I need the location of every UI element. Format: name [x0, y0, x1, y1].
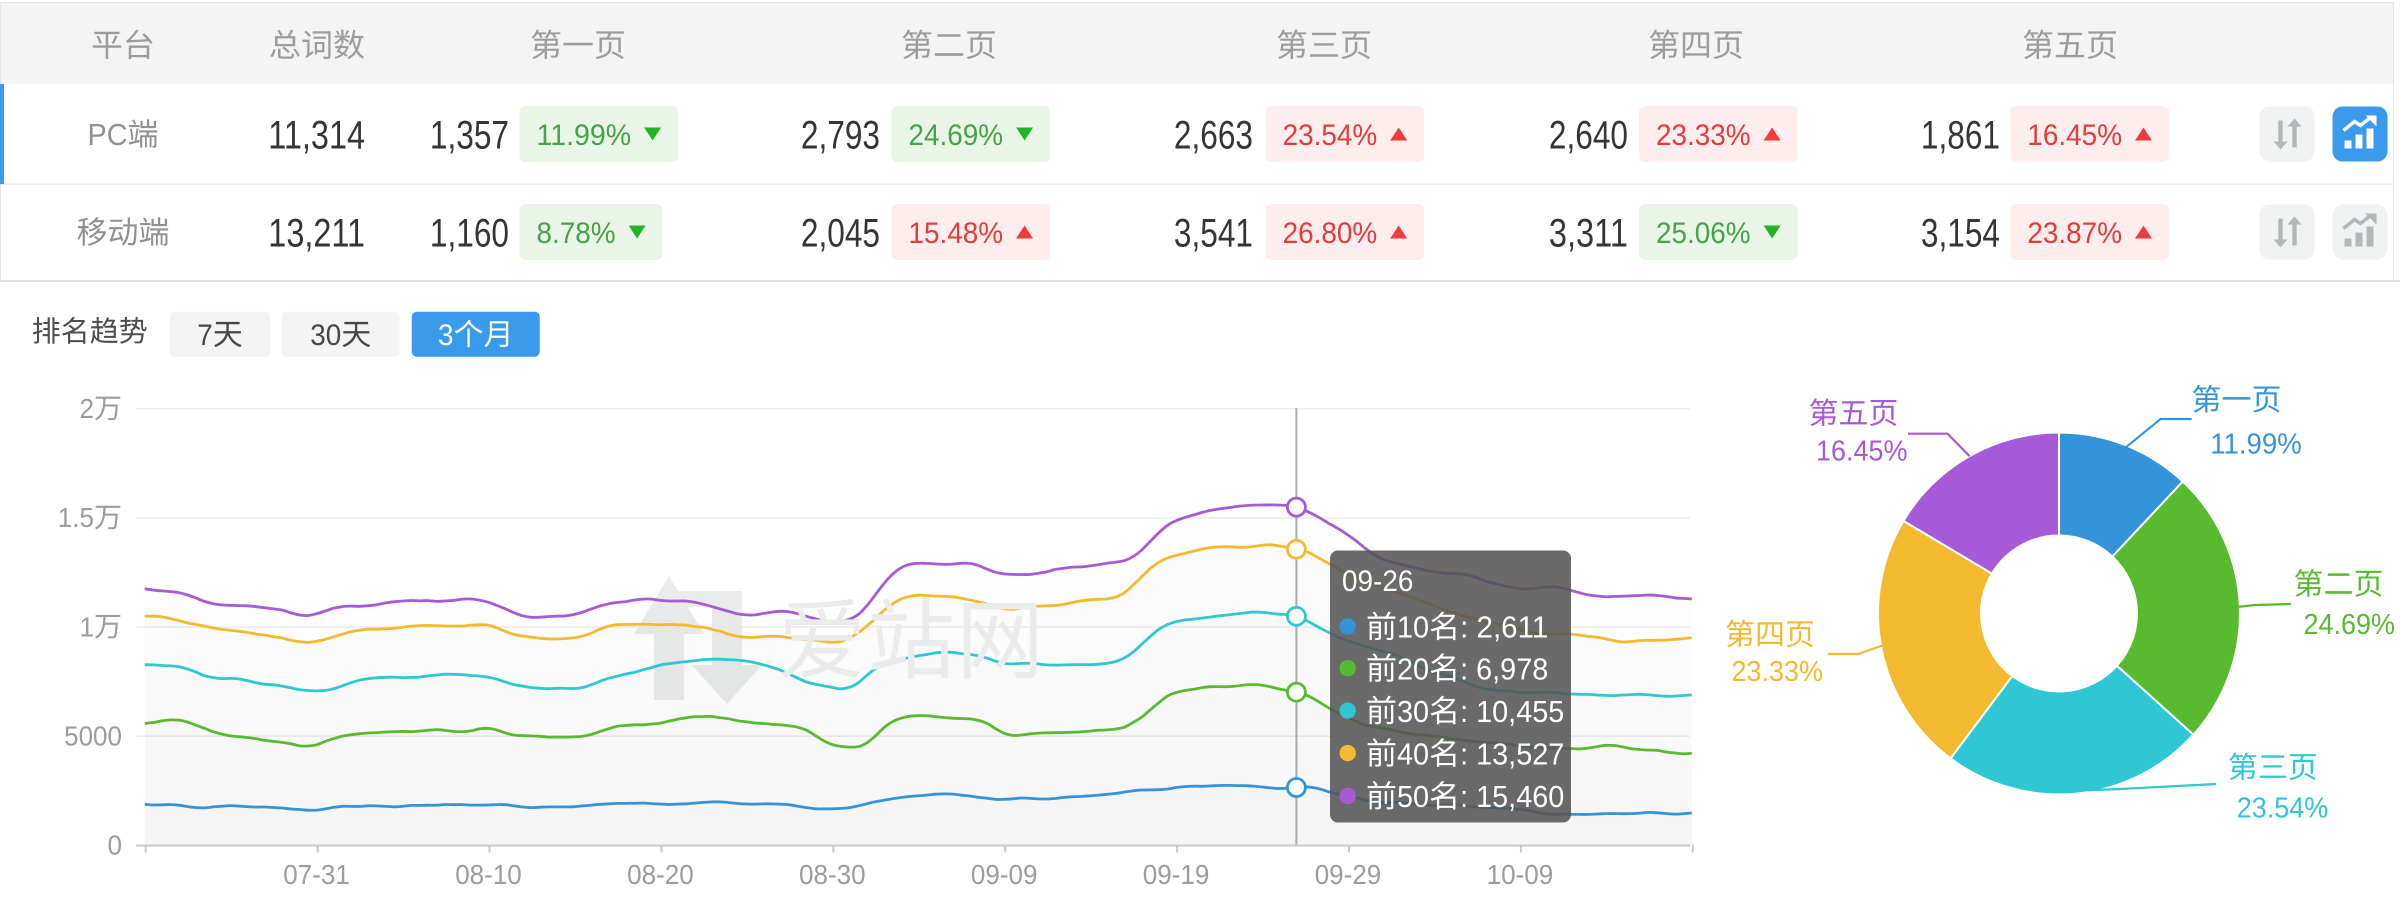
svg-text:1.5: 1.5 — [58, 502, 94, 533]
svg-text:: 2,611: : 2,611 — [1460, 610, 1548, 645]
svg-text:8.78%: 8.78% — [537, 217, 616, 250]
svg-text:2,640: 2,640 — [1549, 113, 1628, 157]
svg-text:23.54%: 23.54% — [2237, 792, 2329, 824]
svg-text:1,861: 1,861 — [1921, 113, 2000, 157]
svg-text:10-09: 10-09 — [1487, 859, 1554, 890]
svg-text:1,160: 1,160 — [430, 211, 509, 255]
svg-text:23.54%: 23.54% — [1283, 119, 1378, 152]
svg-text:3: 3 — [438, 319, 454, 352]
svg-text:23.87%: 23.87% — [2027, 217, 2122, 250]
svg-text:07-31: 07-31 — [283, 859, 350, 890]
svg-text:11,314: 11,314 — [268, 113, 365, 157]
svg-text:23.33%: 23.33% — [1656, 119, 1751, 152]
svg-text:5000: 5000 — [64, 721, 122, 752]
svg-text:16.45%: 16.45% — [2027, 119, 2122, 152]
svg-text:15.48%: 15.48% — [909, 217, 1004, 250]
svg-text:13,211: 13,211 — [268, 211, 365, 255]
svg-text:08-30: 08-30 — [799, 859, 866, 890]
svg-text:09-09: 09-09 — [971, 859, 1038, 890]
svg-text:25.06%: 25.06% — [1656, 217, 1751, 250]
svg-text:50: 50 — [1397, 779, 1429, 814]
svg-text:3,541: 3,541 — [1174, 211, 1253, 255]
svg-text:24.69%: 24.69% — [2304, 609, 2396, 641]
svg-text:08-20: 08-20 — [627, 859, 694, 890]
svg-text:2: 2 — [80, 393, 95, 424]
svg-text:11.99%: 11.99% — [2210, 428, 2302, 460]
svg-text:1: 1 — [80, 611, 95, 642]
svg-text:24.69%: 24.69% — [909, 119, 1004, 152]
svg-text:: 13,527: : 13,527 — [1460, 736, 1564, 771]
svg-text:26.80%: 26.80% — [1283, 217, 1378, 250]
svg-text:08-10: 08-10 — [455, 859, 522, 890]
svg-text:30: 30 — [310, 319, 341, 352]
svg-text:11.99%: 11.99% — [537, 119, 632, 152]
svg-text:: 10,455: : 10,455 — [1460, 694, 1564, 729]
svg-text:1,357: 1,357 — [430, 113, 509, 157]
svg-text:09-19: 09-19 — [1143, 859, 1210, 890]
svg-text:10: 10 — [1397, 610, 1429, 645]
svg-text:2,663: 2,663 — [1174, 113, 1253, 157]
svg-text:30: 30 — [1397, 694, 1429, 729]
svg-text:2,793: 2,793 — [801, 113, 880, 157]
svg-text:09-26: 09-26 — [1342, 565, 1413, 598]
svg-text:20: 20 — [1397, 651, 1429, 686]
svg-text:PC: PC — [88, 117, 128, 152]
svg-text:16.45%: 16.45% — [1816, 435, 1908, 467]
svg-text:09-29: 09-29 — [1315, 859, 1382, 890]
svg-text:: 6,978: : 6,978 — [1460, 651, 1548, 686]
svg-text:3,154: 3,154 — [1921, 211, 2000, 255]
svg-text:3,311: 3,311 — [1549, 211, 1628, 255]
svg-text:2,045: 2,045 — [801, 211, 880, 255]
svg-text:40: 40 — [1397, 736, 1429, 771]
svg-text:7: 7 — [197, 319, 213, 352]
svg-text:: 15,460: : 15,460 — [1460, 779, 1564, 814]
svg-text:23.33%: 23.33% — [1732, 656, 1824, 688]
svg-text:0: 0 — [108, 830, 123, 861]
